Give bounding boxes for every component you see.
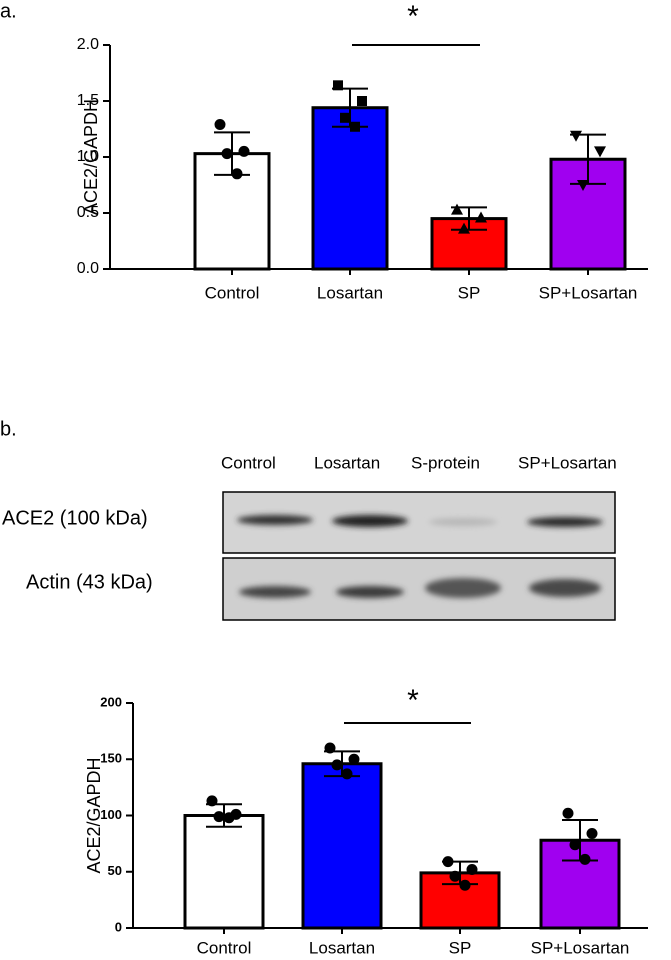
data-point — [577, 180, 589, 191]
y-tick-label: 2.0 — [77, 36, 99, 53]
data-point — [466, 864, 478, 875]
lane-label: Losartan — [314, 453, 380, 472]
x-tick-label: Control — [205, 283, 260, 302]
data-point — [223, 812, 235, 824]
data-point — [594, 146, 606, 158]
bar — [430, 217, 508, 271]
x-tick-label: SP+Losartan — [531, 938, 630, 957]
y-axis-title: ACE2/GAPDH — [84, 757, 104, 873]
panel-label: b. — [0, 418, 17, 440]
panel-label: a. — [0, 0, 17, 22]
row-label: Actin (43 kDa) — [26, 571, 153, 593]
data-point — [442, 856, 454, 868]
data-point — [586, 828, 598, 839]
blot-ace2 — [222, 491, 616, 554]
data-point — [569, 839, 581, 851]
data-point — [579, 853, 591, 865]
blot-actin — [222, 557, 616, 621]
data-point — [238, 145, 250, 157]
significance-label: * — [407, 684, 419, 717]
data-point — [357, 96, 367, 106]
data-point — [570, 130, 582, 142]
y-tick-label: 200 — [100, 694, 122, 709]
x-tick-label: SP — [449, 938, 472, 957]
y-tick-label: 0.5 — [77, 204, 99, 221]
data-point — [213, 811, 225, 823]
data-point — [324, 742, 336, 754]
data-point — [449, 870, 461, 882]
y-tick-label: 1.0 — [77, 148, 99, 165]
data-point — [562, 807, 574, 819]
y-tick-label: 100 — [100, 807, 122, 822]
row-label: ACE2 (100 kDa) — [2, 507, 148, 529]
x-tick-label: SP — [458, 283, 481, 302]
data-point — [340, 112, 350, 123]
data-point — [459, 879, 471, 891]
y-tick-label: 1.5 — [77, 92, 99, 109]
y-tick-label: 50 — [108, 863, 122, 878]
x-tick-label: Control — [197, 938, 252, 957]
data-point — [333, 80, 343, 91]
data-point — [350, 121, 360, 132]
lane-label: S-protein — [411, 453, 480, 472]
y-tick-label: 0.0 — [77, 260, 99, 277]
data-point — [221, 148, 233, 160]
y-axis-title: ACE2/GAPDH — [81, 99, 101, 215]
y-tick-label: 150 — [100, 751, 122, 766]
y-tick-label: 0 — [115, 919, 122, 934]
data-point — [458, 222, 470, 234]
x-tick-label: SP+Losartan — [539, 283, 638, 302]
data-point — [331, 759, 343, 771]
bar — [183, 814, 265, 930]
lane-label: Control — [221, 453, 276, 472]
data-point — [341, 768, 353, 780]
data-point — [231, 168, 243, 180]
lane-label: SP+Losartan — [518, 453, 617, 472]
data-point — [348, 753, 360, 765]
data-point — [214, 119, 226, 131]
significance-label: * — [407, 0, 419, 33]
data-point — [475, 211, 487, 223]
x-tick-label: Losartan — [309, 938, 375, 957]
bar — [311, 106, 389, 271]
bar — [301, 762, 383, 930]
data-point — [451, 203, 463, 215]
data-point — [206, 795, 218, 807]
x-tick-label: Losartan — [317, 283, 383, 302]
